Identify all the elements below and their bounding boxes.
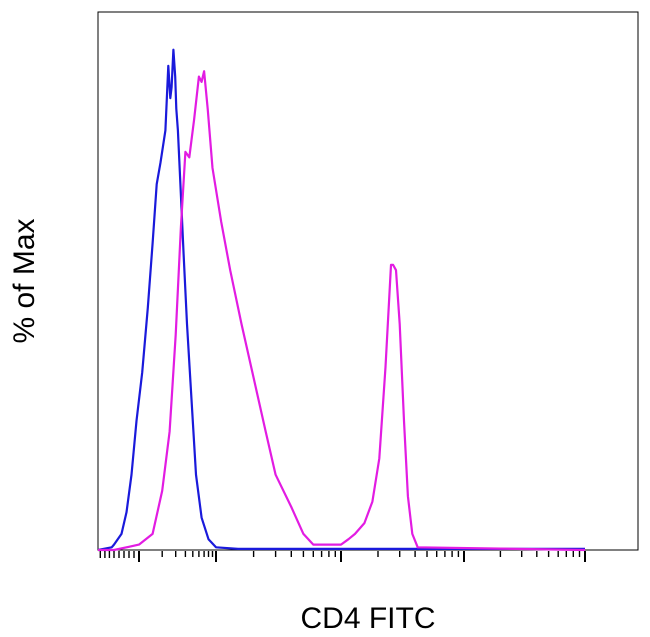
series-line-1 bbox=[97, 48, 585, 552]
series-layer bbox=[97, 48, 586, 552]
x-axis-ticks bbox=[99, 551, 586, 562]
y-axis-label: % of Max bbox=[8, 218, 41, 343]
x-axis-label: CD4 FITC bbox=[301, 602, 436, 635]
plot-frame bbox=[97, 11, 639, 551]
series-line-2 bbox=[98, 70, 586, 552]
